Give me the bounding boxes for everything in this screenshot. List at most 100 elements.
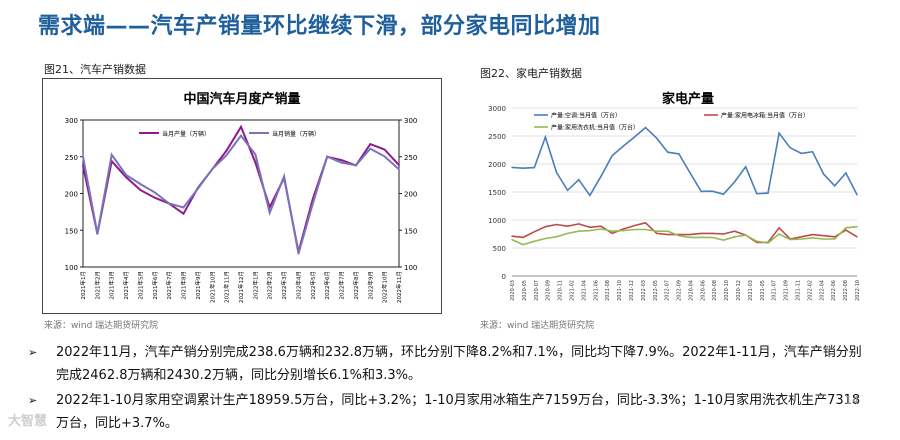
data-point	[622, 229, 624, 232]
x-tick-label: 2022-05	[653, 280, 659, 301]
x-tick-label: 2022-02	[807, 280, 813, 301]
data-point	[600, 225, 602, 227]
data-point	[125, 176, 127, 179]
data-point	[383, 155, 386, 158]
data-point	[756, 240, 758, 242]
data-point	[398, 164, 400, 167]
data-point	[778, 132, 780, 134]
data-point	[225, 154, 228, 157]
data-point	[633, 228, 636, 231]
auto-chart-svg: 中国汽车月度产销量 100 100 150 150 200 200 250 250 300 300 2…	[65, 91, 418, 303]
data-point	[733, 181, 736, 183]
data-point	[555, 236, 558, 238]
x-tick-label: 2020-09	[546, 280, 552, 301]
data-point	[369, 147, 372, 150]
figure-caption-auto: 图21、汽车产销数据	[44, 63, 146, 76]
data-point	[555, 171, 558, 174]
data-point	[644, 228, 647, 231]
appliance-production-chart: 家电产量 0 500 1000 1500 2000 2500 3000 2020-03 2020-…	[478, 82, 863, 315]
page-number: 14	[845, 394, 859, 407]
chart-title: 中国汽车月度产销量	[183, 91, 300, 107]
data-point	[225, 149, 228, 152]
data-point	[745, 234, 747, 236]
y-tick-label-right: 100	[404, 264, 417, 272]
data-point	[722, 193, 725, 195]
x-tick-label: 2021-11	[796, 280, 802, 301]
legend-label: 产量:家用电冰箱:当月值（万台）	[721, 112, 809, 120]
data-point	[578, 178, 580, 181]
data-point	[811, 237, 814, 239]
series-line-production	[82, 124, 400, 253]
x-tick-label: 2021-07	[772, 280, 778, 301]
data-point	[533, 231, 535, 233]
x-tick-label: 2022年10月	[381, 271, 389, 303]
data-point	[211, 168, 214, 170]
x-tick-label: 2021-10	[617, 280, 623, 301]
data-point	[182, 212, 185, 215]
y-tick-label-right: 150	[404, 227, 417, 235]
x-tick-label: 2022年1月	[251, 271, 259, 300]
data-point	[340, 161, 343, 164]
data-point	[398, 168, 400, 171]
data-point	[566, 232, 569, 235]
data-point	[655, 230, 658, 232]
data-point	[811, 150, 814, 153]
page-title: 需求端——汽车产销量环比继续下滑，部分家电同比增加	[38, 14, 601, 39]
y-tick-label-left: 300	[65, 117, 78, 125]
x-tick-label: 2021-09	[784, 280, 790, 301]
x-tick-label: 2021年7月	[165, 271, 173, 300]
data-point	[578, 223, 580, 225]
data-point	[745, 166, 747, 168]
data-point	[522, 243, 524, 246]
series-line-sales	[82, 134, 400, 254]
series-line-washer	[511, 225, 858, 246]
x-tick-label: 2021年1月	[79, 271, 87, 300]
y-tick-label-left: 100	[65, 264, 78, 272]
data-point	[778, 233, 780, 235]
x-tick-label: 2021年2月	[93, 271, 101, 300]
data-point	[600, 175, 602, 178]
source-note-appliance: 来源：wind 瑞达期货研究院	[480, 321, 595, 331]
data-point	[722, 239, 725, 241]
data-point	[297, 252, 300, 255]
x-tick-label: 2021年11月	[223, 271, 231, 303]
data-point	[767, 242, 769, 244]
data-point	[82, 155, 84, 158]
data-point	[778, 227, 780, 229]
x-tick-label: 2022年4月	[294, 271, 302, 300]
data-point	[511, 235, 513, 237]
data-point	[834, 236, 836, 238]
data-point	[283, 175, 285, 178]
data-point	[689, 233, 691, 236]
x-tick-label: 2022年11月	[395, 271, 403, 303]
data-point	[700, 232, 702, 235]
data-point	[110, 153, 113, 156]
data-point	[589, 229, 591, 232]
data-point	[811, 233, 814, 236]
x-tick-label: 2022-09	[677, 280, 683, 301]
x-tick-label: 2022-03	[641, 280, 647, 301]
data-point	[678, 153, 680, 155]
data-point	[756, 192, 758, 195]
data-point	[611, 232, 613, 235]
x-tick-label: 2022年9月	[366, 271, 374, 300]
data-point	[125, 174, 127, 176]
bullet-arrow-icon: ➢	[28, 394, 38, 407]
data-point	[555, 223, 558, 226]
x-tick-label: 2022-08	[843, 280, 849, 301]
data-point	[522, 167, 524, 169]
x-tick-label: 2022年7月	[338, 271, 346, 300]
y-tick-label-right: 250	[404, 154, 417, 162]
y-tick-label: 500	[493, 245, 506, 253]
data-point	[689, 236, 691, 239]
x-tick-label: 2021年6月	[151, 271, 159, 300]
chart-title: 家电产量	[662, 91, 714, 107]
data-point	[789, 147, 791, 149]
legend-label: 当月销量（万辆）	[272, 130, 320, 138]
data-point	[689, 172, 691, 174]
data-point	[611, 230, 613, 232]
bullet-text: 2022年1-10月家用空调累计生产18959.5万台，同比+3.2%；1-10…	[56, 393, 861, 431]
x-tick-label: 2020-12	[736, 280, 742, 301]
x-tick-label: 2022-07	[665, 280, 671, 301]
legend-label: 产量:空调:当月值（万台）	[551, 112, 621, 120]
